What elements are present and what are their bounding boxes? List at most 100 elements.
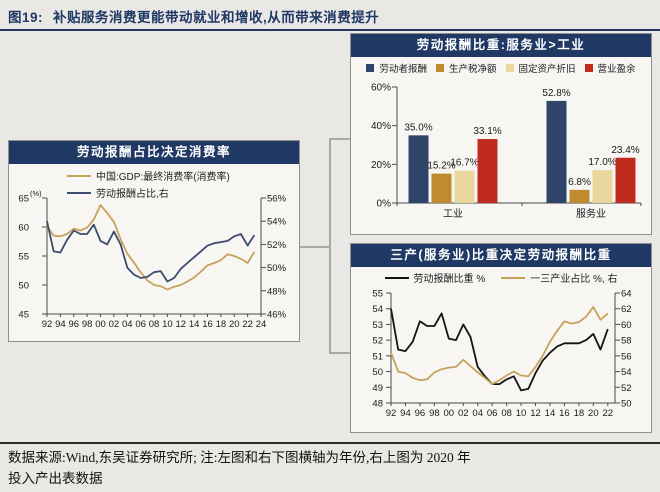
svg-text:06: 06 [135, 319, 146, 330]
svg-text:55: 55 [372, 289, 383, 300]
svg-text:10: 10 [162, 319, 173, 330]
svg-text:18: 18 [574, 408, 585, 419]
legend-label: 营业盈余 [597, 64, 636, 75]
connector-line [329, 138, 331, 354]
legend-item-production-tax: 生产税净额 [435, 61, 497, 75]
legend-item-depreciation: 固定资产折旧 [505, 61, 576, 75]
svg-text:98: 98 [82, 319, 93, 330]
svg-text:15.2%: 15.2% [427, 161, 455, 172]
svg-text:49: 49 [372, 383, 383, 394]
connector-line [331, 138, 350, 140]
svg-text:60: 60 [621, 320, 632, 331]
svg-text:50%: 50% [267, 263, 287, 274]
svg-text:58: 58 [621, 336, 632, 347]
legend-label: 劳动者报酬 [379, 64, 427, 75]
svg-text:60: 60 [18, 223, 29, 234]
svg-text:35.0%: 35.0% [404, 122, 432, 133]
svg-text:工业: 工业 [443, 208, 463, 220]
svg-text:22: 22 [602, 408, 613, 419]
figure-header: 图19: 补贴服务消费更能带动就业和增收,从而带来消费提升 [8, 6, 379, 26]
svg-text:20: 20 [229, 319, 240, 330]
svg-text:54: 54 [621, 367, 632, 378]
legend-label: 劳动报酬占比,右 [96, 189, 169, 200]
panel-consumption-chart: 劳动报酬占比决定消费率 中国:GDP:最终消费率(消费率) 劳动报酬占比,右 4… [8, 140, 300, 342]
svg-text:14: 14 [545, 408, 556, 419]
legend-consumption: 中国:GDP:最终消费率(消费率) 劳动报酬占比,右 [67, 168, 230, 200]
svg-text:64: 64 [621, 289, 632, 300]
svg-text:51: 51 [372, 351, 383, 362]
svg-text:22: 22 [242, 319, 253, 330]
svg-text:60%: 60% [371, 83, 391, 94]
header-divider [0, 29, 660, 31]
figure-title: 补贴服务消费更能带动就业和增收,从而带来消费提升 [53, 10, 380, 25]
svg-text:52: 52 [372, 336, 383, 347]
svg-text:20%: 20% [371, 160, 391, 171]
connector-line [331, 352, 350, 354]
svg-text:12: 12 [530, 408, 541, 419]
svg-text:02: 02 [109, 319, 120, 330]
svg-text:16: 16 [202, 319, 213, 330]
svg-text:14: 14 [189, 319, 200, 330]
legend-item-tertiary-share: 一三产业占比 %, 右 [501, 270, 617, 285]
square-swatch-gold [435, 64, 444, 72]
svg-text:50: 50 [372, 367, 383, 378]
svg-text:98: 98 [429, 408, 440, 419]
svg-text:52: 52 [621, 383, 632, 394]
svg-text:12: 12 [175, 319, 186, 330]
svg-text:55: 55 [18, 252, 29, 263]
source-note: 数据来源:Wind,东吴证券研究所; 注:左图和右下图横轴为年份,右上图为 20… [8, 447, 654, 489]
svg-text:0%: 0% [377, 199, 392, 210]
svg-text:62: 62 [621, 304, 632, 315]
legend-label: 生产税净额 [448, 64, 497, 75]
panel-tertiary-chart: 三产(服务业)比重决定劳动报酬比重 劳动报酬比重 % 一三产业占比 %, 右 4… [350, 243, 652, 433]
svg-text:48: 48 [372, 399, 383, 410]
svg-text:94: 94 [400, 408, 411, 419]
svg-text:00: 00 [444, 408, 455, 419]
svg-text:56%: 56% [267, 194, 287, 205]
labor-share-bar-chart: 0% 20% 40% 60% 35.0% 52.8% 15.2% 6.8% 16.7% 17.0%… [371, 83, 642, 220]
legend-label: 一三产业占比 %, 右 [530, 274, 618, 285]
svg-text:17.0%: 17.0% [588, 157, 616, 168]
legend-label: 固定资产折旧 [518, 64, 576, 75]
svg-text:92: 92 [42, 319, 53, 330]
footer-divider [0, 442, 660, 444]
legend-item-operating-surplus: 营业盈余 [584, 61, 636, 75]
svg-text:10: 10 [516, 408, 527, 419]
legend-label: 中国:GDP:最终消费率(消费率) [96, 172, 230, 183]
legend-item-compensation: 劳动者报酬 [366, 61, 427, 75]
svg-text:16.7%: 16.7% [450, 158, 478, 169]
svg-text:52%: 52% [267, 240, 287, 251]
svg-text:33.1%: 33.1% [473, 126, 501, 137]
svg-text:20: 20 [588, 408, 599, 419]
svg-text:52.8%: 52.8% [542, 88, 570, 99]
svg-text:54: 54 [372, 304, 383, 315]
source-note-line2: 投入产出表数据 [8, 471, 103, 486]
svg-text:45: 45 [18, 310, 29, 321]
tertiary-line-chart: 48 49 50 51 52 53 54 55 50 52 54 56 58 60 62 64 92 94 96 98… [372, 289, 632, 420]
svg-text:08: 08 [149, 319, 160, 330]
svg-text:53: 53 [372, 320, 383, 331]
svg-text:18: 18 [216, 319, 227, 330]
connector-line [300, 246, 331, 248]
svg-text:92: 92 [386, 408, 397, 419]
svg-text:94: 94 [55, 319, 66, 330]
svg-text:48%: 48% [267, 286, 287, 297]
svg-text:50: 50 [621, 399, 632, 410]
square-swatch-navy [366, 64, 375, 72]
legend-label: 劳动报酬比重 % [413, 274, 486, 285]
svg-text:50: 50 [18, 281, 29, 292]
svg-text:服务业: 服务业 [576, 207, 606, 220]
svg-text:46%: 46% [267, 310, 287, 321]
line-swatch-gold [67, 174, 91, 177]
figure-number: 图19: [8, 10, 44, 25]
chart-title-tertiary: 三产(服务业)比重决定劳动报酬比重 [351, 244, 651, 267]
svg-text:96: 96 [415, 408, 426, 419]
svg-text:02: 02 [458, 408, 469, 419]
svg-text:00: 00 [95, 319, 106, 330]
chart-title-consumption: 劳动报酬占比决定消费率 [9, 141, 299, 164]
chart-title-labor-share: 劳动报酬比重:服务业>工业 [351, 34, 651, 57]
svg-text:04: 04 [122, 319, 133, 330]
svg-text:23.4%: 23.4% [611, 145, 639, 156]
legend-bar-chart: 劳动者报酬 生产税净额 固定资产折旧 营业盈余 [351, 61, 651, 75]
